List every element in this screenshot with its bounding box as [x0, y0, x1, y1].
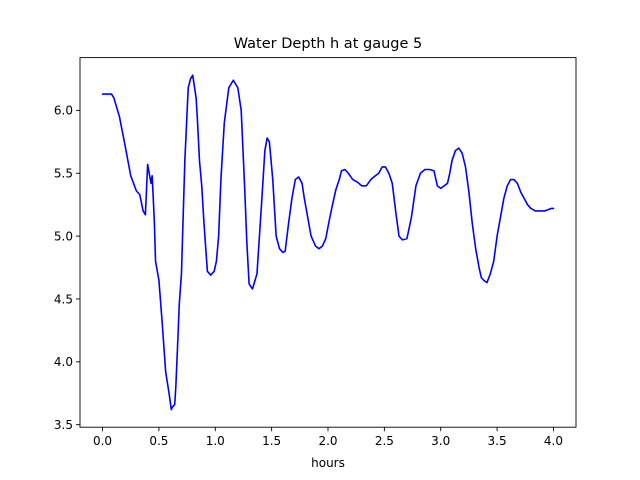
y-tick-label: 4.0 — [54, 355, 73, 369]
x-axis-title: hours — [311, 456, 345, 470]
x-tick-label: 2.5 — [375, 434, 394, 448]
y-tick-label: 5.5 — [54, 167, 73, 181]
y-tick-label: 4.5 — [54, 292, 73, 306]
y-tick-label: 3.5 — [54, 418, 73, 432]
x-axis: 0.0 0.5 1.0 1.5 2.0 2.5 3.0 3.5 4.0 — [93, 427, 563, 448]
x-tick-label: 3.0 — [431, 434, 450, 448]
chart-title: Water Depth h at gauge 5 — [234, 36, 422, 52]
x-tick-label: 2.0 — [318, 434, 337, 448]
x-tick-label: 1.0 — [206, 434, 225, 448]
series-line-water-depth — [101, 74, 555, 411]
x-tick-label: 3.5 — [488, 434, 507, 448]
x-tick-label: 1.5 — [262, 434, 281, 448]
x-tick-label: 4.0 — [544, 434, 563, 448]
y-tick-label: 6.0 — [54, 104, 73, 118]
x-tick-label: 0.5 — [149, 434, 168, 448]
x-tick-label: 0.0 — [93, 434, 112, 448]
y-tick-label: 5.0 — [54, 229, 73, 243]
plot-area — [101, 74, 555, 411]
y-axis: 3.5 4.0 4.5 5.0 5.5 6.0 — [54, 104, 80, 432]
